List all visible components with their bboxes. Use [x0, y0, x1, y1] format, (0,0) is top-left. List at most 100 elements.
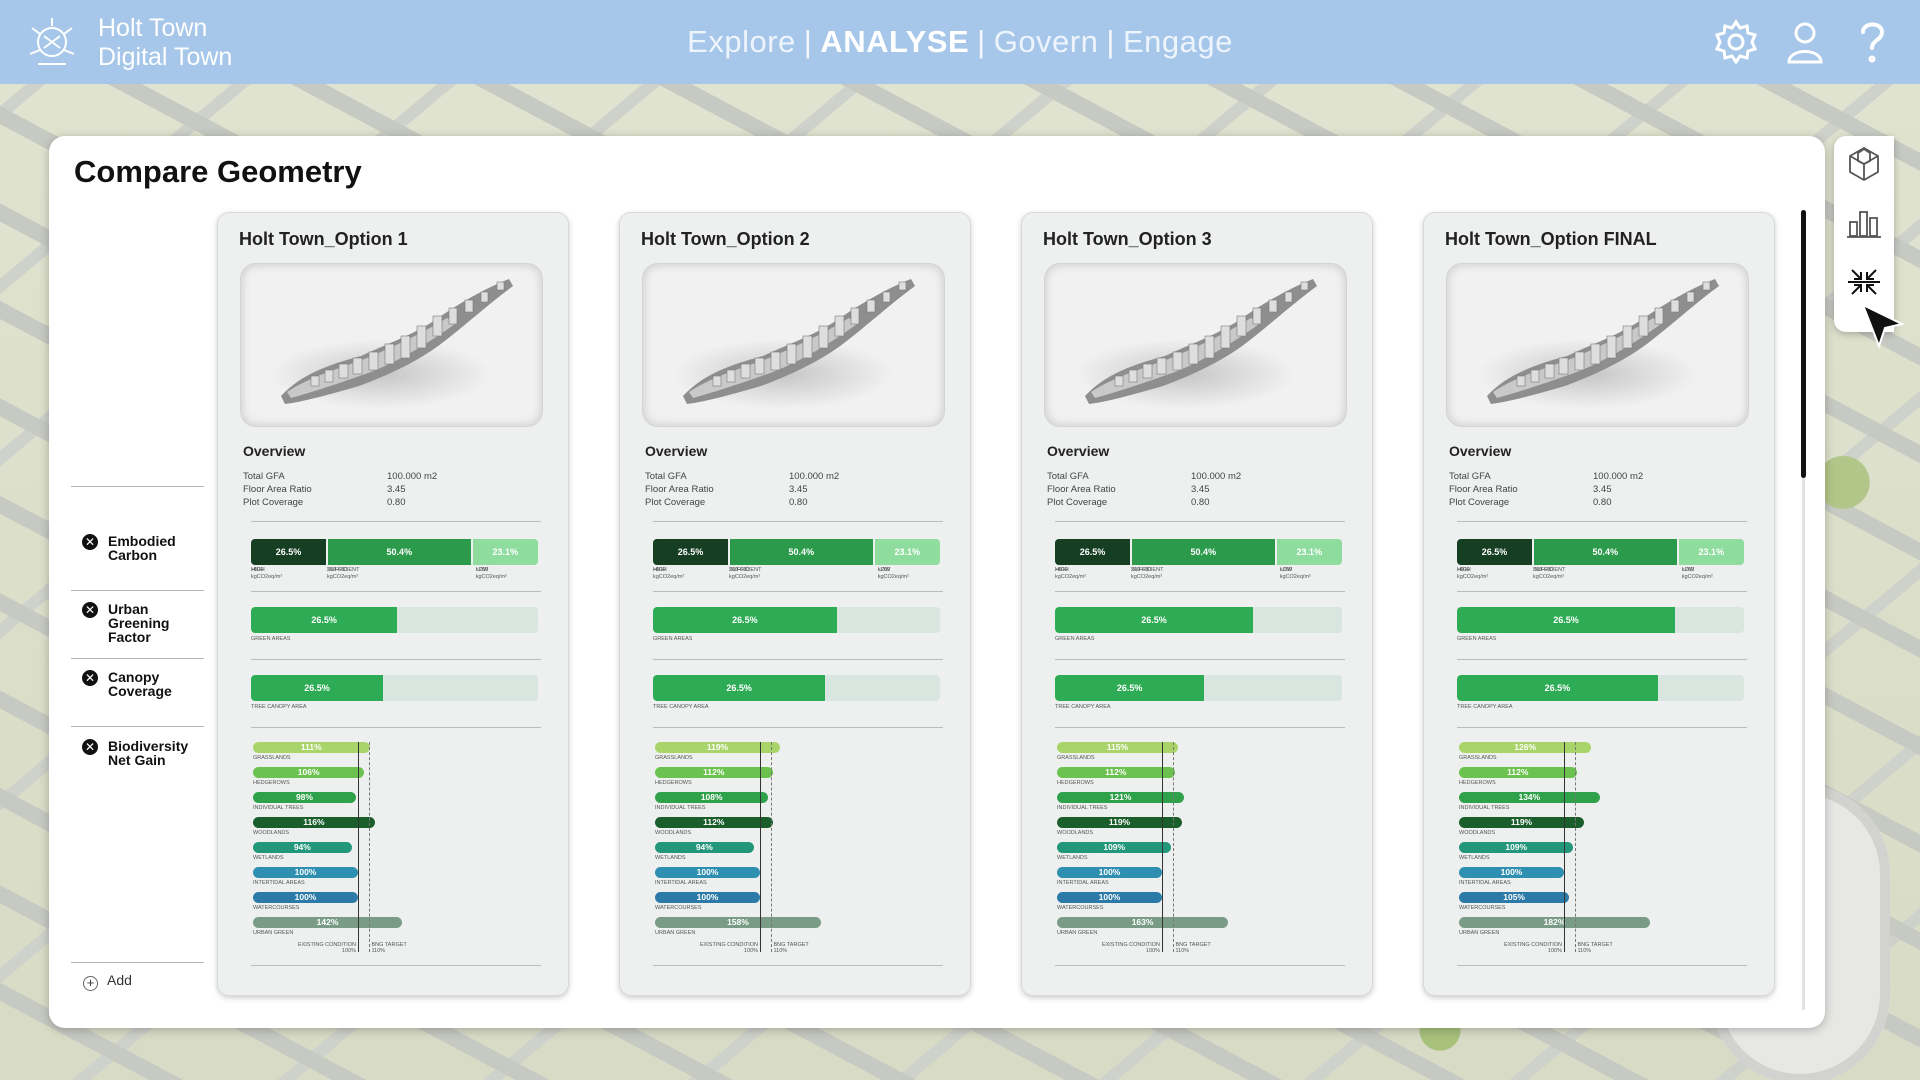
tree-canopy-label: TREE CANOPY AREA: [1055, 704, 1111, 710]
remove-metric-icon[interactable]: ✕: [82, 602, 98, 618]
embodied-carbon-bar[interactable]: 26.5% 50.4% 23.1%: [1457, 539, 1744, 565]
overview-value: 3.45: [1593, 484, 1612, 495]
urban-greening-bar[interactable]: 26.5%: [1457, 607, 1744, 633]
remove-metric-icon[interactable]: ✕: [82, 739, 98, 755]
bng-bar: 112%: [1459, 767, 1577, 778]
gear-icon[interactable]: [1712, 18, 1760, 66]
overview-row: Plot Coverage 0.80: [645, 497, 945, 508]
bng-category-label: HEDGEROWS: [253, 780, 290, 786]
row-divider: [1055, 591, 1345, 592]
scrollbar-thumb[interactable]: [1801, 210, 1806, 478]
bng-target-label: BNG TARGET 110%: [1176, 942, 1211, 954]
bng-category-label: URBAN GREEN: [655, 930, 696, 936]
biodiversity-chart[interactable]: 111% GRASSLANDS 106% HEDGEROWS 98% INDIVIDUAL…: [251, 742, 541, 954]
canopy-coverage-bar[interactable]: 26.5%: [653, 675, 940, 701]
user-icon[interactable]: [1781, 18, 1829, 66]
crest-logo-icon[interactable]: [22, 14, 82, 70]
massing-model-image: [1075, 279, 1317, 409]
embodied-carbon-bar[interactable]: 26.5% 50.4% 23.1%: [251, 539, 538, 565]
carbon-high-label: HIGH: [1055, 567, 1069, 573]
bng-category-label: WOODLANDS: [1459, 830, 1496, 836]
bar-chart-icon[interactable]: [1844, 202, 1884, 242]
nav-explore[interactable]: Explore: [687, 24, 796, 59]
bng-target-pct: 110%: [1577, 948, 1592, 954]
option-card[interactable]: Holt Town_Option 1 Overview Total GFA 100…: [217, 212, 569, 996]
remove-metric-icon[interactable]: ✕: [82, 534, 98, 550]
bng-category-label: WATERCOURSES: [253, 905, 300, 911]
overview-value: 0.80: [387, 497, 406, 508]
urban-greening-bar[interactable]: 26.5%: [1055, 607, 1342, 633]
bng-bar: 109%: [1057, 842, 1172, 853]
bng-category-label: WOODLANDS: [655, 830, 692, 836]
overview-key: Plot Coverage: [1449, 497, 1510, 508]
compare-icon[interactable]: [1844, 262, 1884, 302]
overview-key: Plot Coverage: [645, 497, 706, 508]
overview-key: Total GFA: [1047, 471, 1089, 482]
row-divider: [1055, 965, 1345, 966]
scrollbar-track[interactable]: [1802, 210, 1805, 1010]
geometry-thumbnail[interactable]: [1044, 263, 1347, 427]
overview-row: Total GFA 100.000 m2: [243, 471, 543, 482]
bng-category-label: WATERCOURSES: [1459, 905, 1506, 911]
canopy-coverage-bar[interactable]: 26.5%: [1457, 675, 1744, 701]
carbon-segment: 26.5%: [653, 539, 730, 565]
row-divider: [1055, 659, 1345, 660]
carbon-sufficient-label: SUFFICIENT: [327, 567, 360, 573]
bng-bar: 94%: [655, 842, 754, 853]
add-metric-button[interactable]: + Add: [83, 972, 132, 991]
carbon-segment: 23.1%: [472, 539, 538, 565]
embodied-carbon-bar[interactable]: 26.5% 50.4% 23.1%: [1055, 539, 1342, 565]
mouse-cursor-icon: [1861, 302, 1905, 349]
existing-condition-line: [1162, 742, 1163, 952]
geometry-thumbnail[interactable]: [1446, 263, 1749, 427]
existing-condition-pct: 100%: [743, 948, 758, 954]
canopy-coverage-bar[interactable]: 26.5%: [251, 675, 538, 701]
nav-analyse[interactable]: ANALYSE: [820, 24, 970, 59]
bng-bar: 121%: [1057, 792, 1185, 803]
carbon-high-label: HIGH: [1457, 567, 1471, 573]
option-card[interactable]: Holt Town_Option FINAL Overview Total GF…: [1423, 212, 1775, 996]
existing-condition-line: [760, 742, 761, 952]
biodiversity-chart[interactable]: 115% GRASSLANDS 112% HEDGEROWS 121% INDIVIDUA…: [1055, 742, 1345, 954]
bng-category-label: WETLANDS: [1459, 855, 1490, 861]
metric-urban-greening[interactable]: ✕ Urban Greening Factor: [82, 602, 169, 644]
overview-key: Total GFA: [243, 471, 285, 482]
bng-bar: 115%: [1057, 742, 1178, 753]
nav-separator: |: [977, 24, 986, 59]
help-icon[interactable]: [1848, 18, 1896, 66]
biodiversity-chart[interactable]: 126% GRASSLANDS 112% HEDGEROWS 134% INDIVIDUA…: [1457, 742, 1747, 954]
metric-biodiversity[interactable]: ✕ Biodiversity Net Gain: [82, 739, 188, 767]
metric-label: Biodiversity Net Gain: [108, 738, 189, 768]
3d-model-icon[interactable]: [1844, 144, 1884, 184]
urban-greening-bar[interactable]: 26.5%: [653, 607, 940, 633]
card-title: Holt Town_Option FINAL: [1445, 229, 1657, 249]
bng-target-label: BNG TARGET 110%: [1578, 942, 1613, 954]
carbon-sufficient-label: SUFFICIENT: [1131, 567, 1164, 573]
geometry-thumbnail[interactable]: [240, 263, 543, 427]
metric-embodied-carbon[interactable]: ✕ Embodied Carbon: [82, 534, 176, 562]
main-nav: Explore | ANALYSE | Govern | Engage: [0, 24, 1920, 60]
remove-metric-icon[interactable]: ✕: [82, 670, 98, 686]
bng-category-label: INDIVIDUAL TREES: [253, 805, 304, 811]
compare-panel: Compare Geometry ✕ Embodied Carbon ✕ Urb…: [49, 136, 1825, 1028]
biodiversity-chart[interactable]: 119% GRASSLANDS 112% HEDGEROWS 108% INDIVIDUA…: [653, 742, 943, 954]
canopy-coverage-bar[interactable]: 26.5%: [1055, 675, 1342, 701]
urban-greening-bar[interactable]: 26.5%: [251, 607, 538, 633]
nav-engage[interactable]: Engage: [1122, 24, 1233, 59]
nav-govern[interactable]: Govern: [993, 24, 1099, 59]
metric-canopy-coverage[interactable]: ✕ Canopy Coverage: [82, 670, 172, 698]
bng-target-pct: 110%: [371, 948, 386, 954]
embodied-carbon-bar[interactable]: 26.5% 50.4% 23.1%: [653, 539, 940, 565]
geometry-thumbnail[interactable]: [642, 263, 945, 427]
option-card[interactable]: Holt Town_Option 2 Overview Total GFA 100…: [619, 212, 971, 996]
carbon-low-sub: <200 kgCO2eq/m²: [1681, 567, 1713, 580]
bng-bar: 100%: [655, 867, 760, 878]
overview-row: Floor Area Ratio 3.45: [1449, 484, 1749, 495]
urban-greening-fill: 26.5%: [1055, 607, 1254, 633]
carbon-low-sub: <200 kgCO2eq/m²: [1279, 567, 1311, 580]
overview-key: Floor Area Ratio: [1449, 484, 1518, 495]
overview-key: Total GFA: [1449, 471, 1491, 482]
overview-key: Total GFA: [645, 471, 687, 482]
bng-category-label: INTERTIDAL AREAS: [655, 880, 707, 886]
option-card[interactable]: Holt Town_Option 3 Overview Total GFA 100…: [1021, 212, 1373, 996]
